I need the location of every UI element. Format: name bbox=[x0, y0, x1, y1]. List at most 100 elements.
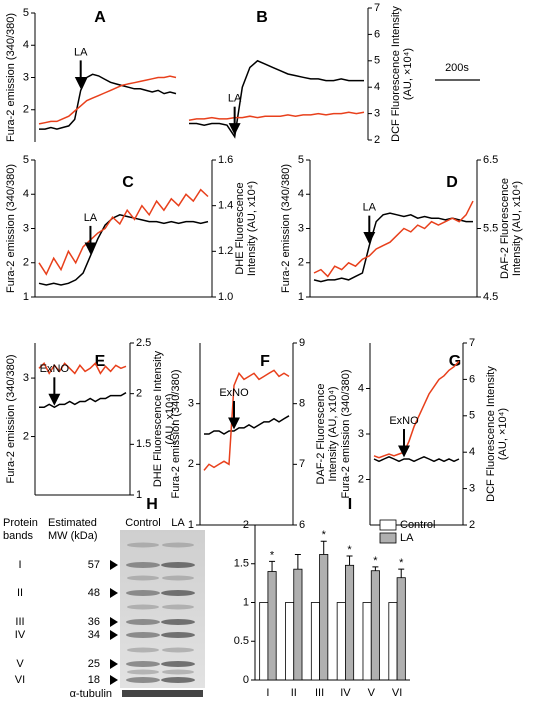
y2-tick-label: 7 bbox=[374, 2, 380, 14]
y-tick-label: 2 bbox=[243, 519, 249, 531]
y2-tick-label: 6 bbox=[299, 519, 305, 531]
y-tick-label: 4 bbox=[358, 382, 364, 394]
y-tick-label: 4 bbox=[23, 188, 29, 200]
band bbox=[126, 677, 160, 683]
error-bar bbox=[372, 566, 379, 571]
band-marker bbox=[110, 588, 118, 598]
scale-bar-label: 200s bbox=[445, 62, 469, 74]
band-label: IV bbox=[15, 629, 26, 641]
trace bbox=[39, 392, 127, 409]
band bbox=[126, 619, 160, 625]
y-tick-label: 3 bbox=[188, 398, 194, 410]
trace bbox=[313, 200, 474, 278]
panel-title: I bbox=[348, 496, 352, 513]
y-axis-label: Fura-2 emission (340/380) bbox=[5, 13, 17, 142]
y2-tick-label: 6 bbox=[374, 28, 380, 40]
band-label: II bbox=[17, 587, 23, 599]
band-marker bbox=[110, 560, 118, 570]
annotation: ExNO bbox=[389, 415, 419, 427]
band bbox=[126, 661, 160, 667]
bar bbox=[259, 602, 269, 681]
bar bbox=[388, 602, 398, 681]
band-marker bbox=[110, 675, 118, 685]
y2-axis-label: DHE Fluorescence Intensity bbox=[152, 350, 164, 487]
y2-axis-label: DAF-2 Fluorescence bbox=[499, 178, 511, 279]
panel-title: C bbox=[122, 174, 134, 191]
y-tick-label: 0.5 bbox=[234, 635, 249, 647]
legend-label: Control bbox=[400, 519, 435, 531]
y2-tick-label: 4 bbox=[374, 81, 380, 93]
band-label: V bbox=[16, 658, 24, 670]
trace bbox=[203, 369, 290, 471]
band bbox=[127, 604, 159, 610]
y-tick-label: 3 bbox=[23, 372, 29, 384]
blot-header: bands bbox=[3, 530, 33, 542]
panel-title: D bbox=[446, 174, 458, 191]
error-bar bbox=[346, 555, 353, 566]
y-tick-label: 1 bbox=[298, 291, 304, 303]
band bbox=[127, 542, 159, 548]
panel-title: A bbox=[94, 9, 106, 26]
band bbox=[127, 575, 159, 581]
y2-tick-label: 4.5 bbox=[483, 291, 498, 303]
blot-header: MW (kDa) bbox=[48, 530, 98, 542]
band-marker bbox=[110, 659, 118, 669]
bar bbox=[285, 602, 295, 681]
x-tick-label: V bbox=[368, 687, 376, 699]
annotation: LA bbox=[228, 93, 242, 105]
band bbox=[162, 647, 194, 653]
y2-axis-label: DAF-2 Fluorescence bbox=[315, 384, 327, 485]
legend-swatch bbox=[379, 519, 397, 531]
panel-title: F bbox=[260, 353, 270, 370]
y2-axis-label: Intensity (AU, x10⁴) bbox=[327, 386, 339, 481]
y2-axis-label: DCF Fluorescence Intensity bbox=[485, 366, 497, 502]
legend-swatch bbox=[379, 532, 397, 544]
band bbox=[127, 669, 159, 675]
trace bbox=[313, 212, 473, 283]
y2-tick-label: 2.5 bbox=[136, 337, 151, 349]
band bbox=[161, 562, 195, 568]
band bbox=[126, 632, 160, 638]
trace bbox=[38, 362, 127, 375]
bar bbox=[345, 564, 355, 681]
y2-tick-label: 9 bbox=[299, 337, 305, 349]
blot-header: Protein bbox=[3, 517, 38, 529]
lane-label: Control bbox=[125, 517, 160, 529]
x-tick-label: II bbox=[291, 687, 297, 699]
y2-axis-label: Intensity (AU, x10⁴) bbox=[511, 181, 523, 276]
y2-tick-label: 4 bbox=[469, 446, 475, 458]
y-tick-label: 2 bbox=[23, 430, 29, 442]
trace bbox=[189, 59, 364, 139]
bar bbox=[396, 577, 406, 681]
annotation: LA bbox=[74, 46, 88, 58]
band-mw: 25 bbox=[88, 658, 100, 670]
significance: * bbox=[347, 544, 352, 556]
band bbox=[162, 669, 194, 675]
y-tick-label: 3 bbox=[358, 428, 364, 440]
band-mw: 34 bbox=[88, 629, 100, 641]
band-mw: 18 bbox=[88, 674, 100, 686]
y2-axis-label: (AU, ×10⁴) bbox=[497, 408, 509, 460]
significance: * bbox=[373, 555, 378, 567]
y-tick-label: 1.5 bbox=[234, 558, 249, 570]
bar bbox=[319, 554, 329, 681]
y-tick-label: 2 bbox=[188, 458, 194, 470]
y2-tick-label: 2 bbox=[374, 134, 380, 146]
x-tick-label: III bbox=[315, 687, 324, 699]
panel-title: H bbox=[146, 496, 158, 513]
y-tick-label: 3 bbox=[23, 71, 29, 83]
y-axis-label: Fura-2 emission (340/380) bbox=[340, 369, 352, 498]
band-mw: 36 bbox=[88, 616, 100, 628]
blot-header: Estimated bbox=[48, 517, 97, 529]
trace bbox=[38, 214, 209, 286]
y-tick-label: 2 bbox=[358, 473, 364, 485]
y-axis-label: Fura-2 emission (340/380) bbox=[170, 369, 182, 498]
error-bar bbox=[398, 568, 405, 578]
band bbox=[126, 562, 160, 568]
y2-tick-label: 1.5 bbox=[136, 438, 151, 450]
y-tick-label: 0 bbox=[243, 674, 249, 686]
y-tick-label: 5 bbox=[23, 154, 29, 166]
y2-tick-label: 8 bbox=[299, 398, 305, 410]
x-tick-label: I bbox=[266, 687, 269, 699]
